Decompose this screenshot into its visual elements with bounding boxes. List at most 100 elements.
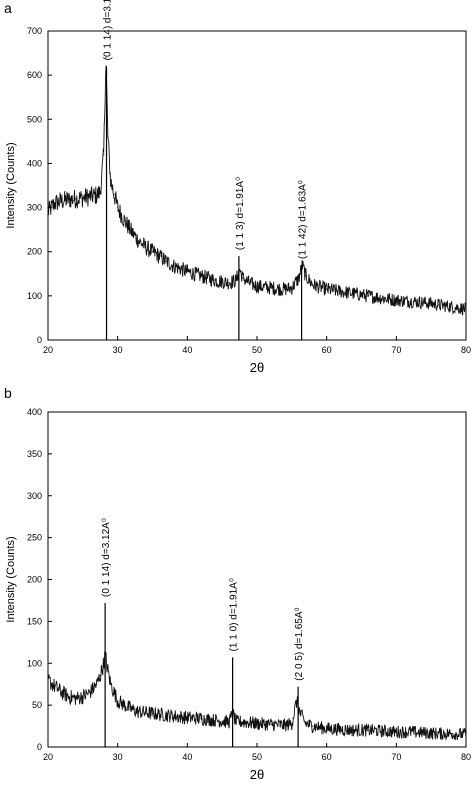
diffraction-trace — [47, 65, 467, 316]
data-point — [249, 282, 251, 285]
data-point — [340, 290, 342, 293]
data-point — [326, 727, 328, 730]
peak-label: (1 1 0) d=1.91A⁰ — [229, 578, 240, 651]
y-tick-label: 500 — [27, 114, 42, 124]
data-point — [89, 691, 91, 694]
data-point — [228, 721, 230, 723]
x-tick-label: 50 — [252, 345, 262, 355]
data-point — [312, 725, 314, 727]
data-point — [423, 301, 425, 304]
data-point — [124, 704, 126, 706]
data-point — [465, 308, 467, 310]
data-point — [270, 287, 272, 289]
y-tick-label: 400 — [27, 407, 42, 417]
data-point — [106, 666, 108, 669]
data-point — [131, 708, 133, 710]
y-tick-label: 200 — [27, 247, 42, 257]
data-point — [298, 277, 300, 279]
y-tick-label: 50 — [32, 700, 42, 710]
data-point — [47, 211, 49, 213]
data-point — [312, 284, 314, 286]
data-point — [353, 729, 356, 731]
diffraction-trace — [47, 651, 467, 741]
data-point — [113, 691, 115, 694]
chart-panel-a: a 20 30 40 50 60 70 80 0 100 200 300 400 500 600 700 2θ I… — [4, 0, 471, 375]
x-tick-label: 60 — [322, 345, 332, 355]
data-point — [228, 282, 230, 284]
y-tick-label: 150 — [27, 616, 42, 626]
y-tick-label: 700 — [27, 26, 42, 36]
y-tick-label: 0 — [37, 742, 42, 752]
data-point — [165, 260, 168, 263]
data-point — [103, 154, 105, 156]
x-tick-label: 30 — [113, 345, 123, 355]
data-point — [47, 679, 49, 681]
data-point — [381, 730, 383, 732]
data-point — [235, 279, 237, 282]
data-point — [465, 733, 467, 736]
y-tick-label: 400 — [27, 158, 42, 168]
data-point — [326, 288, 328, 290]
data-point — [214, 719, 216, 721]
data-point — [68, 199, 70, 201]
data-point — [395, 731, 397, 733]
data-point — [200, 275, 202, 277]
data-point — [96, 194, 98, 196]
data-point — [235, 721, 237, 723]
data-point — [200, 717, 202, 720]
y-tick-label: 250 — [27, 533, 42, 543]
data-point — [137, 240, 140, 242]
data-point — [381, 297, 383, 299]
data-point — [367, 295, 370, 297]
data-point — [117, 700, 119, 702]
data-point — [186, 717, 188, 719]
peak-label: (0 1 14) d=3.12A⁰ — [101, 518, 112, 597]
data-point — [299, 712, 301, 715]
data-point — [110, 683, 112, 685]
x-tick-label: 70 — [391, 345, 401, 355]
panel-letter: b — [4, 385, 12, 401]
data-point — [113, 193, 115, 195]
data-point — [165, 714, 168, 716]
x-tick-label: 40 — [182, 345, 192, 355]
data-point — [82, 696, 84, 698]
data-point — [451, 733, 453, 735]
data-point — [395, 299, 397, 301]
peak-label: (2 0 5) d=1.65A⁰ — [294, 607, 305, 680]
data-point — [256, 285, 258, 287]
data-point — [54, 202, 56, 204]
x-tick-label: 20 — [43, 345, 53, 355]
data-point — [61, 691, 63, 694]
data-point — [186, 270, 188, 273]
x-tick-label: 30 — [113, 752, 123, 762]
data-point — [291, 287, 293, 289]
data-point — [75, 198, 77, 200]
y-tick-label: 350 — [27, 449, 42, 459]
y-tick-label: 100 — [27, 291, 42, 301]
data-point — [99, 675, 101, 677]
data-point — [451, 306, 453, 308]
data-point — [110, 180, 112, 182]
data-point — [305, 275, 307, 277]
x-tick-label: 40 — [182, 752, 192, 762]
data-point — [242, 277, 244, 279]
data-point — [137, 711, 140, 713]
data-point — [151, 712, 154, 715]
x-axis-title: 2θ — [250, 360, 264, 375]
data-point — [437, 733, 439, 735]
data-point — [242, 721, 244, 723]
data-point — [151, 251, 154, 253]
data-point — [75, 697, 77, 700]
data-point — [296, 700, 298, 702]
data-point — [54, 686, 56, 688]
chart-panel-b: b 20 30 40 50 60 70 80 0 50 100 150 200 250 300 350 400 2… — [4, 385, 471, 782]
data-point — [284, 724, 286, 726]
x-tick-label: 20 — [43, 752, 53, 762]
data-point — [103, 662, 105, 664]
data-point — [423, 732, 425, 734]
data-point — [305, 722, 307, 725]
data-point — [409, 300, 411, 302]
y-tick-label: 0 — [37, 335, 42, 345]
data-point — [89, 195, 91, 198]
